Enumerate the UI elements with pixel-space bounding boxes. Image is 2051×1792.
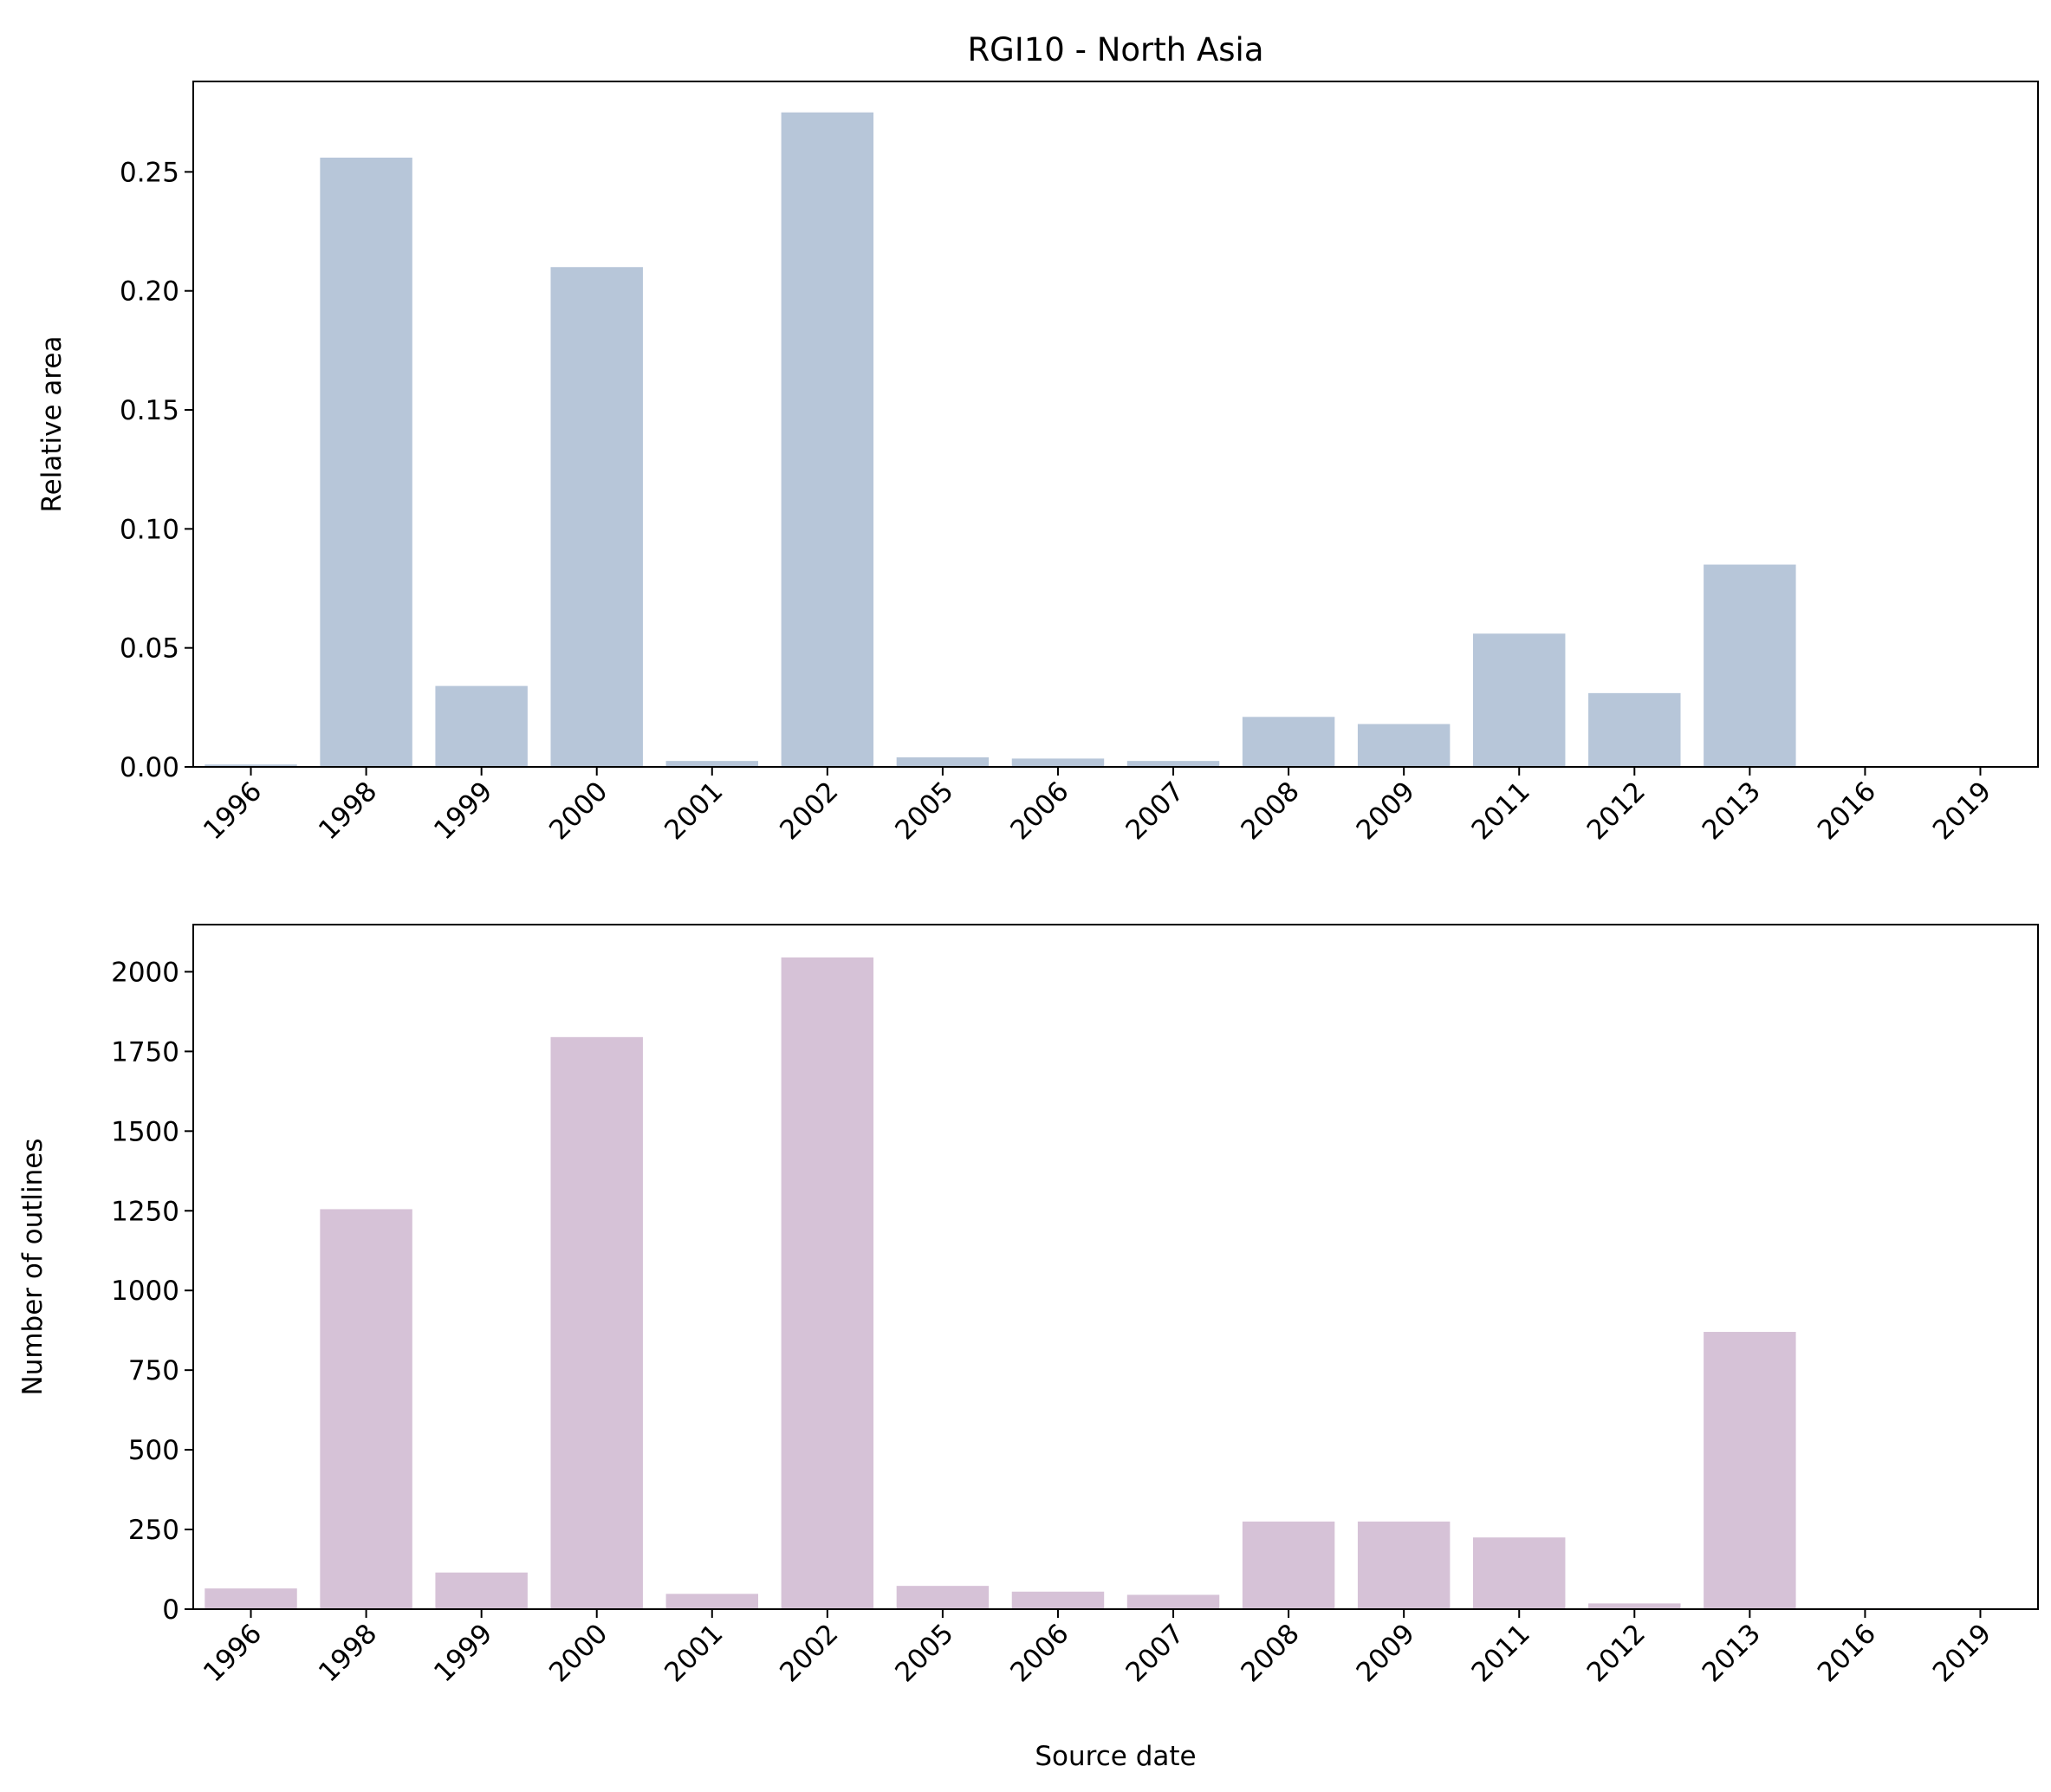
x-tick-label: 2001: [659, 776, 729, 846]
bar-2007: [1126, 1594, 1220, 1609]
bar-1999: [435, 685, 528, 767]
y-tick-label: 500: [128, 1435, 179, 1466]
bar-2001: [665, 1594, 759, 1609]
bar-1998: [320, 157, 412, 767]
x-tick-label: 1996: [198, 776, 268, 846]
x-tick-label: 2009: [1351, 776, 1421, 846]
x-tick-label: 2000: [543, 1618, 613, 1688]
y-tick-label: 2000: [111, 957, 179, 988]
bar-2011: [1472, 1537, 1566, 1609]
y-tick-label: 0.15: [120, 395, 179, 426]
subplot-1: 0.00 0.05 0.10 0.15 0.20 0.25 1996 1998 1999 2000…: [36, 31, 2039, 846]
x-tick-label: 2016: [1812, 1618, 1882, 1688]
subplot-2: 0 250 500 750 1000 1250 1500 1750 2000 1996 1998 19…: [17, 924, 2039, 1772]
y-tick-label: 0: [162, 1594, 179, 1626]
bar-1999: [435, 1572, 528, 1609]
x-tick-label: 2012: [1581, 776, 1652, 846]
bar-2008: [1242, 1521, 1335, 1609]
y-tick-label: 1500: [111, 1116, 179, 1147]
bar-1996: [204, 1588, 297, 1609]
axes-frame: [192, 924, 2039, 1610]
x-tick-label: 2006: [1004, 776, 1074, 846]
bar-2012: [1588, 692, 1681, 767]
bar-2011: [1472, 633, 1566, 767]
bar-1996: [204, 764, 297, 767]
x-tick-label: 1998: [313, 776, 383, 846]
y-tick-label: 1750: [111, 1036, 179, 1068]
x-tick-label: 2019: [1927, 1618, 1997, 1688]
x-tick-label: 2019: [1927, 776, 1997, 846]
bar-2000: [550, 1036, 643, 1609]
y-tick-label: 750: [128, 1355, 179, 1386]
x-tick-label: 2008: [1235, 776, 1305, 846]
bar-2008: [1242, 717, 1335, 767]
x-tick-label: 2016: [1812, 776, 1882, 846]
bar-2012: [1588, 1603, 1681, 1609]
x-tick-label: 2005: [889, 1618, 959, 1688]
bar-2006: [1011, 1591, 1105, 1609]
x-tick-label: 2013: [1697, 776, 1767, 846]
x-tick-label: 2002: [774, 1618, 844, 1688]
bar-2007: [1126, 761, 1220, 767]
bar-2002: [781, 112, 874, 768]
x-tick-label: 2013: [1697, 1618, 1767, 1688]
x-tick-label: 2001: [659, 1618, 729, 1688]
y-tick-label: 0.05: [120, 633, 179, 665]
y-tick-label: 1000: [111, 1276, 179, 1307]
y-axis-label: Number of outlines: [17, 1139, 49, 1396]
bar-2000: [550, 267, 643, 768]
x-tick-label: 2011: [1466, 776, 1536, 846]
bar-2009: [1357, 724, 1451, 767]
x-tick-label: 2012: [1581, 1618, 1652, 1688]
x-tick-label: 2011: [1466, 1618, 1536, 1688]
bar-2006: [1011, 758, 1105, 767]
y-tick-label: 0.20: [120, 276, 179, 308]
x-tick-label: 2002: [774, 776, 844, 846]
x-tick-label: 2007: [1120, 776, 1190, 846]
bar-2013: [1704, 564, 1796, 767]
y-tick-label: 1250: [111, 1196, 179, 1227]
x-tick-label: 1996: [198, 1618, 268, 1688]
y-axis-label: Relative area: [36, 336, 68, 513]
x-tick-label: 2008: [1235, 1618, 1305, 1688]
bar-2001: [665, 761, 759, 767]
x-tick-label: 2000: [543, 776, 613, 846]
x-axis-label: Source date: [1035, 1741, 1196, 1772]
x-tick-label: 1999: [428, 1618, 498, 1688]
bar-2005: [896, 757, 990, 767]
y-tick-label: 250: [128, 1515, 179, 1546]
bar-2002: [781, 957, 874, 1609]
x-tick-label: 1998: [313, 1618, 383, 1688]
chart-title: RGI10 - North Asia: [967, 31, 1263, 68]
y-tick-label: 0.10: [120, 514, 179, 545]
x-tick-label: 1999: [428, 776, 498, 846]
x-tick-label: 2009: [1351, 1618, 1421, 1688]
x-tick-label: 2006: [1004, 1618, 1074, 1688]
y-tick-label: 0.00: [120, 752, 179, 783]
x-tick-label: 2007: [1120, 1618, 1190, 1688]
y-tick-label: 0.25: [120, 157, 179, 188]
bar-2009: [1357, 1521, 1451, 1609]
bar-2005: [896, 1586, 990, 1609]
bar-1998: [320, 1209, 412, 1609]
x-tick-label: 2005: [889, 776, 959, 846]
axes-frame: [192, 81, 2039, 768]
bar-2013: [1704, 1332, 1796, 1609]
